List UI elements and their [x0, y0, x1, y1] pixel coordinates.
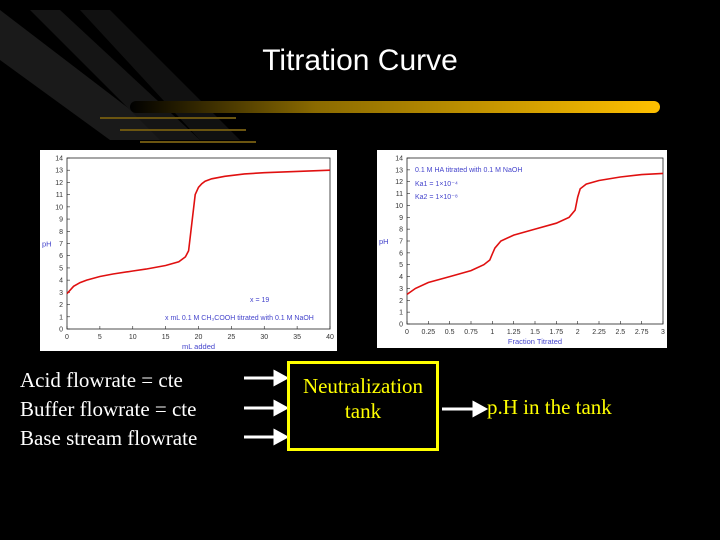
x-tick-label: 0: [405, 329, 409, 336]
x-tick-label: 5: [98, 334, 102, 341]
y-tick-label: 1: [59, 314, 63, 321]
y-axis-label: pH: [42, 240, 52, 249]
y-tick-label: 3: [59, 290, 63, 297]
y-tick-label: 2: [399, 298, 403, 305]
y-tick-label: 2: [59, 302, 63, 309]
y-tick-label: 5: [59, 265, 63, 272]
decorative-graphics: [0, 10, 660, 143]
input-stream-labels: Acid flowrate = cte Buffer flowrate = ct…: [20, 366, 197, 453]
y-tick-label: 14: [55, 156, 63, 163]
x-tick-label: 30: [260, 334, 268, 341]
annotation: x mL 0.1 M CH₃COOH titrated with 0.1 M N…: [165, 315, 314, 322]
y-tick-label: 0: [59, 327, 63, 334]
x-tick-label: 35: [293, 334, 301, 341]
x-tick-label: 15: [162, 334, 170, 341]
x-tick-label: 0.25: [422, 329, 436, 336]
annotation: Ka1 = 1×10⁻⁴: [415, 181, 458, 188]
slide-title: Titration Curve: [262, 44, 458, 77]
y-tick-label: 7: [399, 239, 403, 246]
series-line: [66, 169, 331, 295]
arrow-buffer-head: [273, 399, 290, 417]
y-tick-label: 0: [399, 322, 403, 329]
output-label: p.H in the tank: [487, 395, 612, 419]
y-tick-label: 11: [396, 191, 403, 198]
y-tick-label: 4: [399, 274, 403, 281]
y-tick-label: 8: [59, 229, 63, 236]
y-tick-label: 8: [399, 227, 403, 234]
y-tick-label: 10: [395, 203, 403, 210]
x-tick-label: 1.5: [530, 329, 540, 336]
x-axis-label: mL added: [182, 342, 215, 351]
y-axis-label: pH: [379, 237, 389, 246]
x-tick-label: 2: [576, 329, 580, 336]
y-tick-label: 6: [59, 253, 63, 260]
arrow-base-head: [273, 428, 290, 446]
series-line: [406, 172, 664, 296]
y-tick-label: 3: [399, 286, 403, 293]
y-tick-label: 11: [56, 192, 63, 199]
x-tick-label: 2.75: [635, 329, 649, 336]
accent-bar: [130, 101, 660, 113]
x-axis-label: Fraction Titrated: [508, 337, 562, 346]
x-tick-label: 25: [227, 334, 235, 341]
y-tick-label: 6: [399, 250, 403, 257]
titration-chart-monoprotic: 0 1 2 3 4 5 6 7 8 9 10 11 12 13 14 0 5 10 15 20 25 30 35 40 pH mL…: [40, 150, 337, 351]
x-tick-label: 2.25: [592, 329, 606, 336]
x-tick-label: 10: [129, 334, 137, 341]
annotation: x = 19: [250, 297, 269, 304]
x-tick-label: 0: [65, 334, 69, 341]
arrow-output-head: [472, 400, 489, 418]
x-tick-label: 2.5: [615, 329, 625, 336]
y-tick-label: 9: [399, 215, 403, 222]
y-tick-label: 10: [55, 204, 63, 211]
y-tick-label: 14: [395, 156, 403, 163]
arrow-acid-head: [273, 369, 290, 387]
annotation: 0.1 M HA titrated with 0.1 M NaOH: [415, 167, 522, 174]
y-tick-label: 13: [55, 168, 63, 175]
y-tick-label: 5: [399, 262, 403, 269]
y-tick-label: 7: [59, 241, 63, 248]
input-label-base: Base stream flowrate: [20, 426, 198, 450]
input-label-buffer: Buffer flowrate = cte: [20, 397, 197, 421]
x-tick-label: 1.25: [507, 329, 521, 336]
x-tick-label: 1: [490, 329, 494, 336]
y-tick-label: 9: [59, 217, 63, 224]
tank-label-line1: Neutralization: [302, 374, 424, 398]
y-tick-label: 12: [55, 180, 63, 187]
y-tick-label: 1: [399, 310, 403, 317]
annotation: Ka2 = 1×10⁻⁸: [415, 194, 458, 201]
titration-chart-diprotic: 0 1 2 3 4 5 6 7 8 9 10 11 12 13 14 0 0.25 0.5 0.75 1 1.25 1.5…: [377, 150, 667, 348]
neutralization-tank: Neutralization tank: [287, 361, 439, 451]
tank-label-line2: tank: [344, 399, 382, 423]
y-tick-label: 13: [395, 167, 403, 174]
x-tick-label: 0.75: [464, 329, 478, 336]
y-tick-label: 12: [395, 179, 403, 186]
x-tick-label: 40: [326, 334, 334, 341]
x-tick-label: 1.75: [550, 329, 564, 336]
x-tick-label: 20: [195, 334, 203, 341]
y-tick-label: 4: [59, 278, 63, 285]
x-tick-label: 3: [661, 329, 665, 336]
x-tick-label: 0.5: [445, 329, 455, 336]
input-label-acid: Acid flowrate = cte: [20, 368, 183, 392]
